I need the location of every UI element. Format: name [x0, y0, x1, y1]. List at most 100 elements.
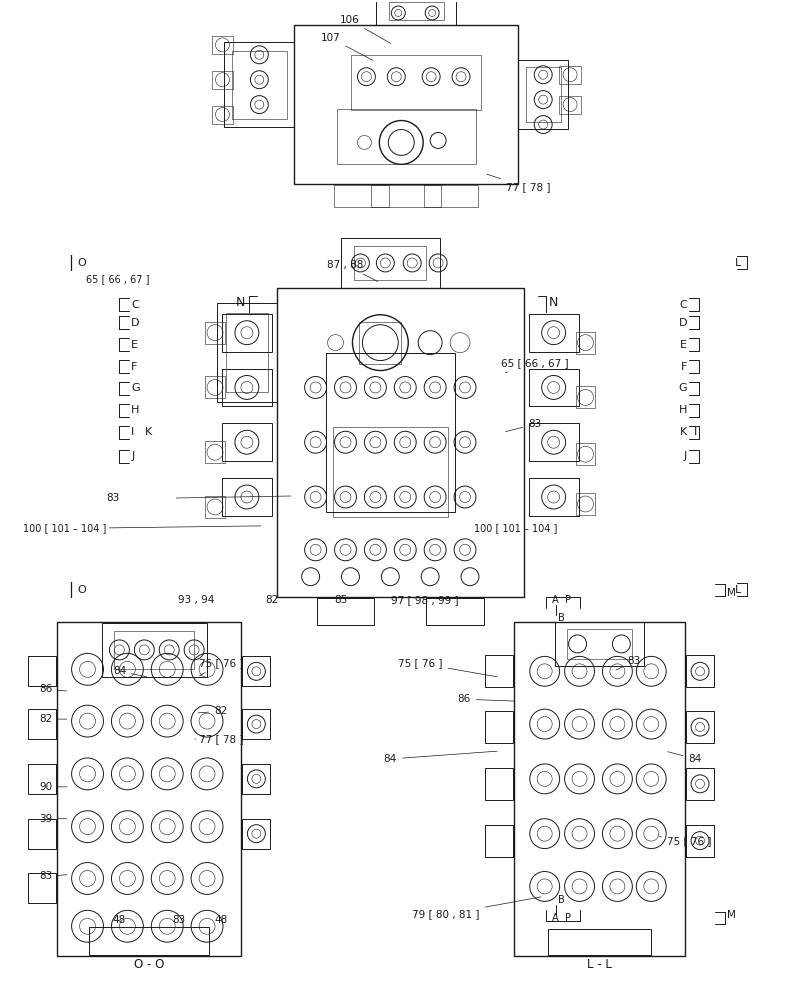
Text: 100 [ 101 – 104 ]: 100 [ 101 – 104 ] [23, 523, 106, 533]
Bar [547, 929, 650, 955]
Text: M: M [726, 588, 735, 598]
Bar [242, 709, 270, 739]
Text: C: C [679, 300, 686, 310]
Text: 79 [ 80 , 81 ]: 79 [ 80 , 81 ] [412, 897, 540, 919]
Bar [559, 96, 581, 114]
Bar [242, 819, 270, 849]
Bar [316, 598, 374, 625]
Bar [484, 768, 513, 800]
Text: G: G [678, 383, 686, 393]
Text: N: N [236, 296, 245, 309]
Text: 106: 106 [339, 15, 390, 43]
Text: 86: 86 [457, 694, 514, 704]
Text: 107: 107 [320, 33, 372, 60]
Bar [333, 185, 388, 207]
Bar [423, 185, 478, 207]
Text: 93 , 94: 93 , 94 [178, 595, 214, 605]
Bar [388, 2, 443, 20]
Bar [205, 441, 225, 463]
Bar [559, 66, 581, 84]
Text: |: | [68, 255, 73, 271]
Bar [575, 493, 594, 515]
Text: G: G [131, 383, 139, 393]
Text: 84: 84 [113, 666, 146, 677]
Bar [89, 927, 209, 955]
Bar [221, 423, 272, 461]
Text: D: D [131, 318, 139, 328]
Text: B: B [557, 895, 564, 905]
Bar [28, 709, 56, 739]
Text: 84: 84 [667, 752, 701, 764]
Text: A: A [551, 595, 558, 605]
Text: 75 [ 76 ]: 75 [ 76 ] [199, 658, 243, 676]
Bar [28, 819, 56, 849]
Text: A: A [551, 913, 558, 923]
Text: K: K [145, 427, 152, 437]
Bar [484, 711, 513, 743]
Text: |: | [68, 582, 73, 598]
Bar [685, 711, 713, 743]
Text: 90: 90 [39, 782, 67, 792]
Bar [242, 656, 270, 686]
Bar [484, 655, 513, 687]
Bar [28, 656, 56, 686]
Text: O: O [78, 585, 86, 595]
Bar [575, 386, 594, 408]
Text: E: E [680, 340, 686, 350]
Text: 39: 39 [39, 814, 67, 824]
Text: 82: 82 [198, 706, 227, 716]
Text: F: F [131, 362, 138, 372]
Bar [224, 42, 294, 127]
Bar [359, 322, 401, 364]
Bar [528, 478, 578, 516]
Text: 48: 48 [113, 915, 126, 925]
Bar [212, 71, 233, 89]
Text: 83: 83 [616, 656, 640, 670]
Bar [277, 288, 523, 597]
Text: 83: 83 [505, 419, 541, 432]
Bar [554, 622, 643, 666]
Text: 82: 82 [265, 595, 278, 605]
Text: E: E [131, 340, 138, 350]
Bar [566, 629, 631, 659]
Bar [376, 0, 456, 25]
Bar [325, 353, 454, 512]
Text: 86: 86 [39, 684, 67, 694]
Bar [685, 825, 713, 857]
Bar [221, 478, 272, 516]
Text: 48: 48 [214, 915, 227, 925]
Text: 83: 83 [172, 915, 186, 925]
Text: O: O [78, 258, 86, 268]
Bar [340, 238, 440, 288]
Bar [28, 873, 56, 903]
Bar [242, 764, 270, 794]
Text: C: C [131, 300, 139, 310]
Bar [217, 303, 277, 402]
Text: H: H [131, 405, 139, 415]
Bar [575, 443, 594, 465]
Text: I: I [693, 427, 696, 437]
Text: 83: 83 [106, 493, 119, 503]
Bar [575, 332, 594, 354]
Bar [525, 67, 560, 122]
Text: 65 [ 66 , 67 ]: 65 [ 66 , 67 ] [500, 359, 568, 373]
Text: 77 [ 78 ]: 77 [ 78 ] [486, 174, 549, 192]
Bar [205, 496, 225, 518]
Bar [513, 622, 684, 956]
Text: K: K [679, 427, 686, 437]
Bar [351, 55, 480, 110]
Text: 85: 85 [333, 595, 347, 605]
Text: P: P [564, 913, 570, 923]
Bar [354, 246, 426, 280]
Bar [57, 622, 241, 956]
Bar [484, 825, 513, 857]
Bar [371, 185, 440, 207]
Text: I: I [131, 427, 135, 437]
Text: J: J [683, 451, 686, 461]
Bar [114, 631, 194, 669]
Bar [685, 768, 713, 800]
Bar [232, 51, 286, 119]
Bar [212, 36, 233, 54]
Text: 97 [ 98 , 99 ]: 97 [ 98 , 99 ] [391, 595, 458, 605]
Text: 83: 83 [39, 871, 67, 881]
